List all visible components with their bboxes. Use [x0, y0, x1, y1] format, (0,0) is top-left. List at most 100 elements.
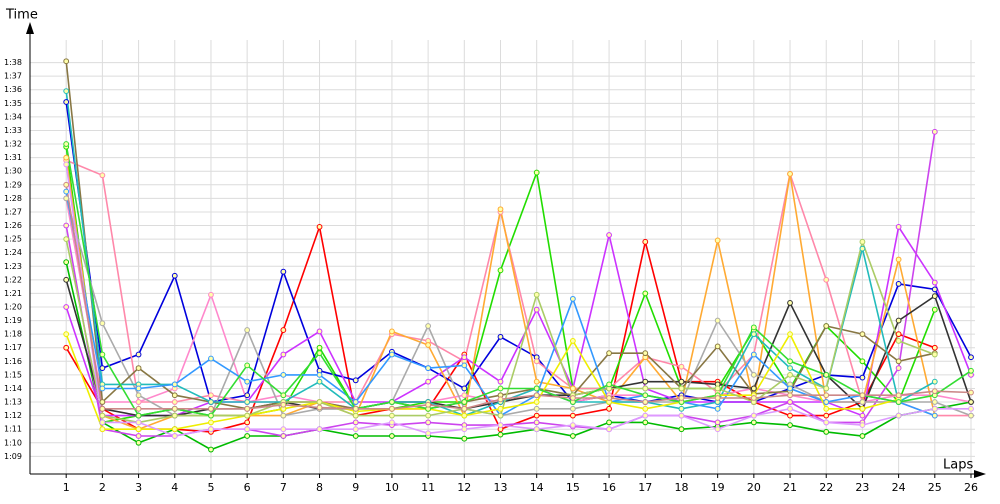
y-tick-label: 1:32: [4, 140, 22, 149]
y-tick-label: 1:14: [4, 384, 22, 393]
point: [859, 412, 866, 419]
x-tick-label: 26: [964, 481, 978, 494]
point: [642, 399, 649, 405]
point: [533, 392, 540, 399]
point: [533, 378, 540, 385]
point: [714, 237, 721, 244]
point: [244, 392, 251, 399]
point: [714, 405, 721, 412]
point: [859, 392, 866, 399]
point: [425, 365, 432, 371]
point: [606, 405, 612, 412]
point: [389, 399, 395, 405]
point: [606, 232, 612, 238]
point: [787, 385, 793, 392]
point: [244, 419, 251, 426]
point: [135, 426, 142, 433]
point: [823, 392, 830, 399]
point: [714, 419, 721, 426]
point: [606, 381, 612, 388]
point: [714, 395, 721, 401]
point: [63, 181, 70, 188]
y-tick-label: 1:10: [4, 438, 22, 447]
point: [533, 291, 540, 298]
point: [931, 378, 938, 385]
point: [497, 378, 504, 385]
x-tick-label: 13: [494, 481, 508, 494]
point: [787, 399, 793, 405]
point: [642, 419, 649, 426]
y-tick-label: 1:34: [4, 112, 22, 121]
point: [244, 433, 251, 439]
point: [497, 396, 504, 403]
plot: [63, 58, 974, 453]
point: [787, 365, 793, 371]
point: [931, 279, 938, 286]
y-tick-label: 1:30: [4, 167, 22, 176]
point: [823, 419, 830, 426]
point: [99, 405, 106, 412]
point: [63, 88, 70, 95]
x-axis-label: Laps: [943, 458, 973, 473]
point: [895, 223, 902, 230]
point: [714, 317, 721, 324]
point: [171, 405, 178, 412]
point: [99, 365, 106, 371]
x-tick-label: 17: [638, 481, 652, 494]
point: [171, 399, 178, 405]
point: [642, 350, 649, 357]
point: [316, 426, 323, 433]
point: [533, 306, 540, 313]
x-tick-label: 25: [928, 481, 942, 494]
point: [352, 412, 359, 419]
point: [280, 327, 287, 333]
point: [171, 381, 178, 388]
y-tick-label: 1:11: [4, 425, 22, 434]
point: [859, 374, 866, 381]
point: [208, 426, 214, 433]
point: [316, 371, 323, 378]
point: [859, 358, 866, 365]
point: [280, 401, 287, 408]
point: [316, 223, 323, 230]
x-tick-label: 11: [421, 481, 435, 494]
point: [171, 272, 178, 279]
point: [642, 412, 649, 419]
point: [389, 412, 395, 419]
point: [968, 405, 974, 412]
point: [931, 128, 938, 135]
point: [533, 385, 540, 392]
point: [389, 328, 395, 335]
y-tick-label: 1:25: [4, 235, 22, 244]
point: [63, 188, 70, 195]
point: [352, 419, 359, 426]
point: [823, 429, 830, 435]
x-tick-label: 19: [711, 481, 725, 494]
point: [63, 99, 70, 105]
series-line: [65, 262, 972, 451]
point: [750, 331, 757, 338]
point: [931, 306, 938, 313]
point: [787, 331, 793, 338]
point: [135, 405, 142, 412]
point: [63, 236, 70, 243]
point: [425, 430, 432, 437]
point: [425, 401, 432, 408]
point: [714, 343, 721, 350]
point: [895, 331, 902, 338]
y-tick-label: 1:37: [4, 72, 22, 81]
point: [63, 331, 70, 338]
point: [99, 399, 106, 405]
point: [968, 412, 974, 419]
series-line: [65, 184, 972, 410]
point: [968, 354, 974, 361]
point: [425, 323, 432, 329]
point: [63, 141, 70, 147]
point: [208, 291, 214, 298]
point: [787, 171, 793, 177]
point: [931, 388, 938, 395]
point: [244, 426, 251, 433]
point: [606, 419, 612, 426]
point: [787, 392, 793, 399]
point: [135, 439, 142, 446]
